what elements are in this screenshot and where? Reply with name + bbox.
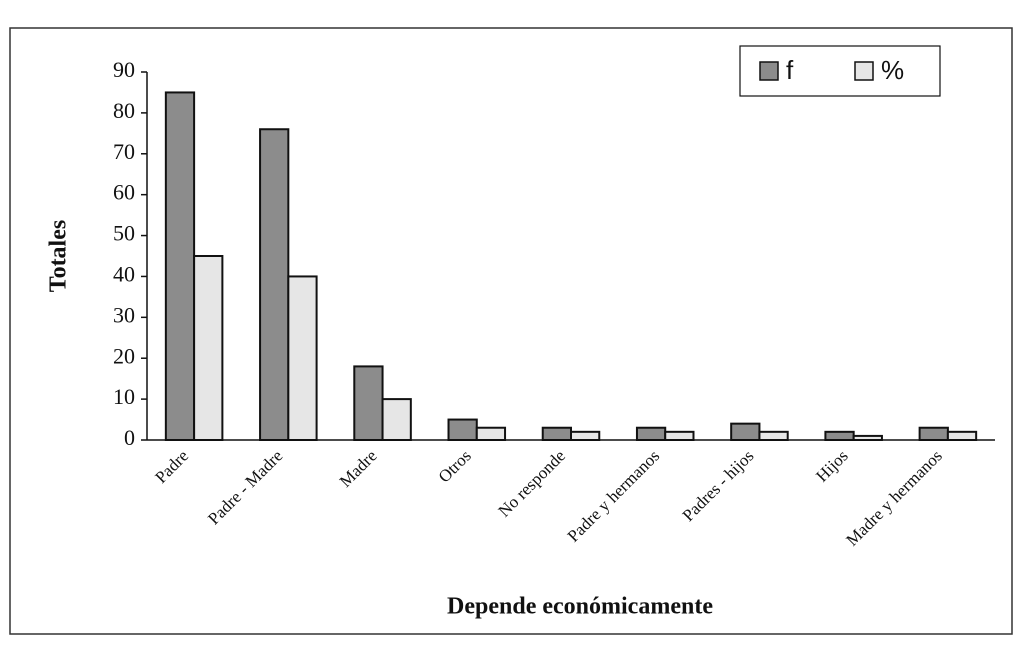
bar — [946, 430, 978, 442]
bar — [447, 418, 478, 441]
bar — [287, 275, 318, 442]
y-tick-label: 80 — [113, 98, 135, 123]
bar — [381, 398, 412, 442]
bar — [852, 434, 883, 441]
y-tick-label: 10 — [113, 384, 135, 409]
bar — [664, 430, 695, 442]
legend: f% — [739, 45, 941, 97]
bar — [758, 430, 789, 442]
y-tick-label: 60 — [113, 180, 135, 205]
bar — [193, 255, 224, 441]
bar — [353, 365, 384, 441]
bar — [824, 430, 855, 442]
y-tick-label: 20 — [113, 343, 135, 368]
bar — [918, 426, 949, 442]
bar — [259, 128, 290, 441]
y-axis-label: Totales — [46, 220, 72, 292]
y-tick-label: 0 — [124, 425, 135, 450]
y-tick-label: 40 — [113, 261, 135, 286]
bar — [730, 422, 761, 441]
legend-label: % — [881, 55, 904, 85]
y-tick-label: 30 — [113, 302, 135, 327]
bar — [635, 426, 667, 442]
y-tick-label: 90 — [113, 57, 135, 82]
legend-swatch — [759, 61, 779, 81]
bar — [541, 426, 573, 442]
legend-label: f — [786, 55, 794, 85]
bar — [570, 430, 601, 442]
x-axis-label: Depende económicamente — [447, 594, 713, 620]
y-tick-label: 50 — [113, 221, 135, 246]
legend-swatch — [854, 61, 874, 81]
bar — [164, 91, 196, 441]
y-tick-label: 70 — [113, 139, 135, 164]
bar — [475, 426, 507, 442]
